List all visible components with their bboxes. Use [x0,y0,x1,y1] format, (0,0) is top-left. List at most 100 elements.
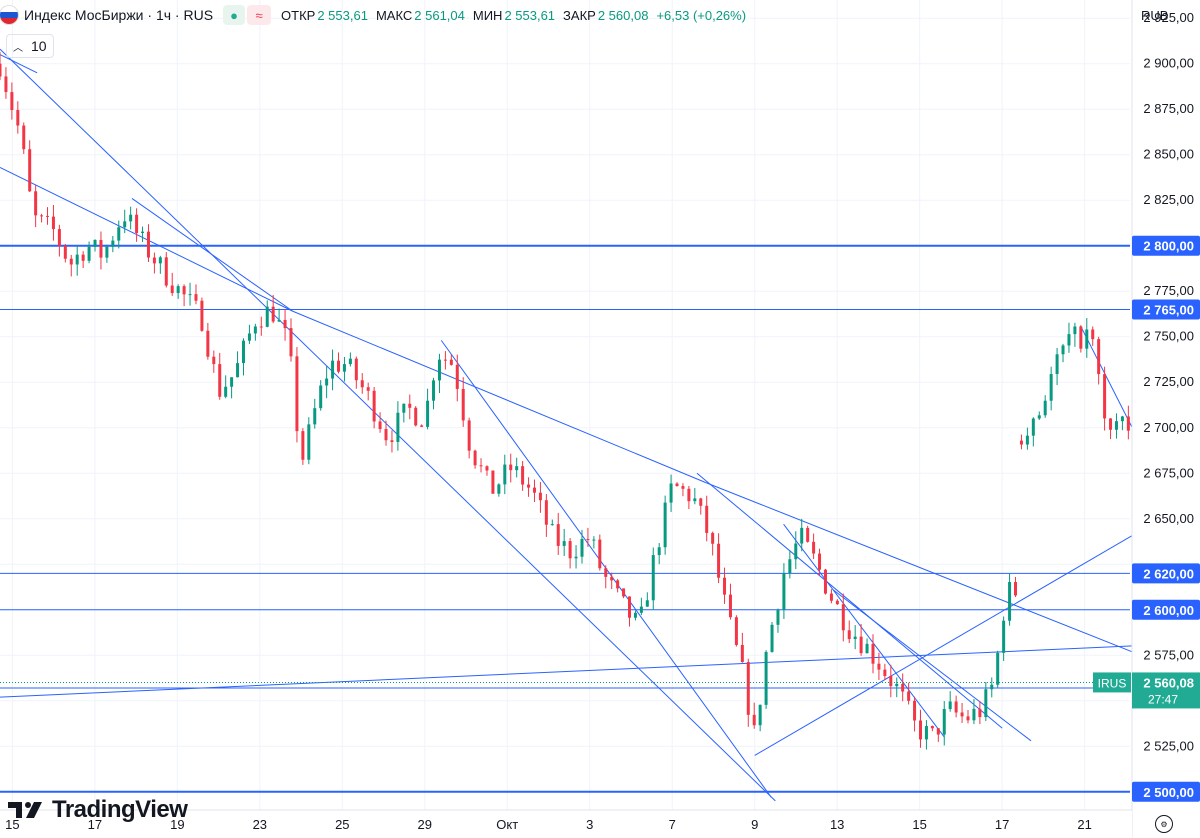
candle-up [770,624,774,652]
candle-down [740,644,744,663]
candle-up [348,358,352,365]
candle-down [16,109,20,126]
candle-down [681,486,685,489]
currency-label: RUB [1141,8,1168,23]
candle-down [532,487,536,493]
candle-up [1025,435,1029,445]
price-tick-label: 2 650,00 [1143,511,1194,526]
time-tick-label: 15 [912,817,926,832]
candle-up [1061,345,1065,355]
candle-up [657,547,661,556]
time-tick-label: 19 [170,817,184,832]
time-tick-label: 29 [418,817,432,832]
candle-down [408,403,412,408]
candle-down [960,712,964,717]
candle-up [633,612,637,618]
time-tick-label: Окт [496,817,518,832]
candle-up [996,652,1000,685]
candle-down [461,388,465,421]
candle-down [10,92,14,110]
market-status-icon[interactable]: ● [223,5,246,25]
trendline [705,481,1155,662]
time-axis-bg [0,810,1132,838]
candle-down [728,594,732,618]
price-tick-label: 2 725,00 [1143,374,1194,389]
time-tick-label: 23 [253,817,267,832]
candle-down [34,191,38,216]
candle-down [1103,374,1107,419]
settings-icon[interactable]: ⚙ [1155,815,1173,833]
candle-down [568,541,572,559]
price-tick-label: 2 825,00 [1143,192,1194,207]
candle-up [764,651,768,705]
compare-icon[interactable]: ≈ [247,5,272,25]
trendline [0,48,776,802]
candle-up [1067,334,1071,346]
candle-up [432,380,436,401]
candle-down [164,257,168,286]
russia-flag-icon [0,6,18,24]
trendline [131,197,294,312]
trendline [0,54,38,74]
candle-down [610,576,614,581]
candle-down [954,701,958,713]
indicators-toggle[interactable]: ︿ 10 [6,34,54,58]
candle-up [1043,400,1047,416]
level-tag [1132,563,1200,584]
candle-down [390,440,394,442]
candle-down [81,254,85,261]
candle-up [1002,620,1006,653]
candle-up [75,254,79,265]
candle-up [776,609,780,625]
price-axis[interactable]: RUB 2 525,00 2 575,00 2 650,00 2 675,00 2 700… [1093,0,1200,838]
candle-up [105,246,109,258]
time-tick-label: 3 [586,817,593,832]
candle-up [800,527,804,544]
candle-up [990,684,994,690]
candle-up [645,600,649,607]
candle-up [794,543,798,560]
candle-down [295,356,299,432]
price-tick-label: 2 750,00 [1143,329,1194,344]
candle-down [40,215,44,217]
price-tick-label: 2 525,00 [1143,738,1194,753]
candle-down [69,258,73,265]
candle-up [984,689,988,718]
candle-down [823,569,827,594]
candle-down [847,630,851,640]
candle-down [734,617,738,645]
time-tick-label: 7 [669,817,676,832]
candle-up [247,333,251,341]
high-label: МАКС [375,7,413,23]
candle-up [503,464,507,485]
candle-down [723,577,727,595]
symbol-title[interactable]: Индекс МосБиржи · 1ч · RUS [24,7,214,23]
symbol-tag-label: IRUS [1098,676,1127,690]
trendline [0,642,1200,698]
candle-up [853,636,857,640]
tradingview-logo[interactable]: TradingView [8,796,188,824]
level-tag [1132,235,1200,256]
horizontal-levels [0,244,1130,793]
open-label: ОТКР [281,7,316,23]
candle-up [639,606,643,613]
time-axis[interactable]: 15 17 19 23 25 29 Окт 3 7 9 13 15 17 21 [0,809,1132,838]
candle-up [331,360,335,379]
candle-up [319,385,323,409]
candle-up [574,556,578,559]
candle-up [111,240,115,247]
candle-down [271,306,275,322]
candle-up [1031,418,1035,436]
candle-down [99,239,103,258]
candle-up [1049,374,1053,401]
candle-down [859,636,863,654]
candle-down [1109,418,1113,430]
level-tag [1132,299,1200,320]
candle-down [1126,416,1130,431]
candle-down [46,215,50,217]
candle-down [372,390,376,422]
countdown-label: 27:47 [1148,692,1178,706]
candle-down [918,720,922,740]
candle-down [63,245,67,259]
